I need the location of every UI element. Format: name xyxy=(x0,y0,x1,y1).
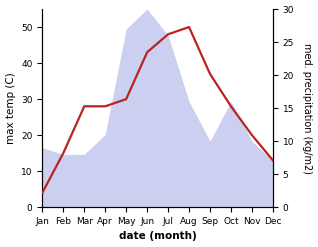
Y-axis label: med. precipitation (kg/m2): med. precipitation (kg/m2) xyxy=(302,43,313,174)
X-axis label: date (month): date (month) xyxy=(119,231,197,242)
Y-axis label: max temp (C): max temp (C) xyxy=(5,72,16,144)
